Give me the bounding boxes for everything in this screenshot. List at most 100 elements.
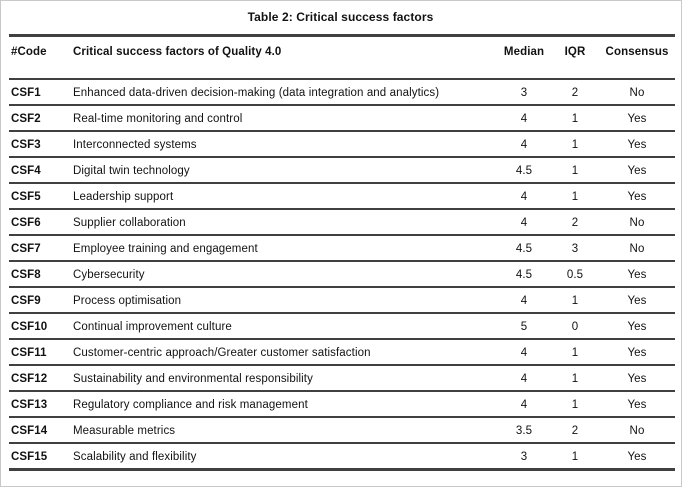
row-median-cell: 4.5 (497, 157, 551, 184)
header-row: #Code Critical success factors of Qualit… (9, 35, 675, 80)
row-iqr-cell: 0.5 (551, 261, 599, 288)
row-code-cell: CSF7 (9, 235, 71, 262)
factor-text: Regulatory compliance and risk managemen… (73, 399, 308, 411)
row-factor-cell: Process optimisation (71, 287, 497, 314)
row-iqr-cell: 2 (551, 209, 599, 236)
row-consensus-cell: No (599, 417, 675, 444)
row-consensus-cell: Yes (627, 451, 647, 463)
row-iqr-cell: 0 (551, 313, 599, 340)
row-code-cell: CSF10 (9, 313, 71, 340)
table-row: CSF14 Measurable metrics 3.5 2 No (9, 417, 675, 444)
row-code-cell: CSF15 (11, 451, 48, 463)
row-consensus-cell: Yes (599, 391, 675, 418)
row-iqr-cell: 1 (551, 287, 599, 314)
row-consensus-cell: Yes (599, 261, 675, 288)
factor-text: Digital twin technology (73, 165, 190, 177)
row-consensus-cell: No (599, 209, 675, 236)
row-consensus-cell: Yes (599, 157, 675, 184)
row-iqr-cell: 1 (551, 157, 599, 184)
table-row: CSF9 Process optimisation 4 1 Yes (9, 287, 675, 314)
row-factor-cell: Enhanced data-driven decision-making (da… (71, 79, 497, 106)
row-factor-cell: Digital twin technology (71, 157, 497, 184)
row-iqr-cell: 2 (551, 417, 599, 444)
table-row: CSF10 Continual improvement culture 5 0 Yes (9, 313, 675, 340)
table-row: CSF5 Leadership support 4 1 Yes (9, 183, 675, 210)
row-median-cell: 3.5 (497, 417, 551, 444)
row-median-cell: 4 (497, 339, 551, 366)
row-factor-cell: Sustainability and environmental respons… (71, 365, 497, 392)
row-iqr-cell: 1 (551, 391, 599, 418)
row-code-cell: CSF12 (9, 365, 71, 392)
table-row: CSF1 Enhanced data-driven decision-making… (9, 79, 675, 106)
row-code-cell: CSF3 (9, 131, 71, 158)
row-code-cell: CSF9 (9, 287, 71, 314)
factor-text: Real-time monitoring and control (73, 113, 243, 125)
row-iqr-cell: 3 (551, 235, 599, 262)
row-factor-cell: Supplier collaboration (71, 209, 497, 236)
header-code: #Code (9, 35, 71, 80)
row-factor-cell: Continual improvement culture (71, 313, 497, 340)
row-iqr-cell: 1 (551, 105, 599, 132)
row-consensus-cell: Yes (599, 339, 675, 366)
table-caption: Table 2: Critical success factors (247, 10, 434, 24)
row-median-cell: 4 (497, 209, 551, 236)
row-median-cell: 3 (520, 451, 528, 463)
row-code-cell: CSF1 (9, 79, 71, 106)
factor-text: Leadership support (73, 191, 174, 203)
row-consensus-cell: No (599, 235, 675, 262)
row-factor-cell: Cybersecurity (71, 261, 497, 288)
row-iqr-cell: 1 (551, 183, 599, 210)
factor-text: Process optimisation (73, 295, 182, 307)
header-median: Median (497, 35, 551, 80)
critical-success-factors-table: #Code Critical success factors of Qualit… (9, 34, 675, 471)
row-median-cell: 4 (497, 287, 551, 314)
row-median-cell: 5 (497, 313, 551, 340)
header-iqr: IQR (551, 35, 599, 80)
row-factor-cell: Leadership support (71, 183, 497, 210)
row-consensus-cell: Yes (599, 105, 675, 132)
row-median-cell: 4 (497, 391, 551, 418)
row-consensus-cell: Yes (599, 313, 675, 340)
row-factor-cell: Measurable metrics (71, 417, 497, 444)
row-iqr-cell: 1 (551, 339, 599, 366)
row-code-cell: CSF2 (9, 105, 71, 132)
header-factor: Critical success factors of Quality 4.0 (71, 35, 497, 80)
row-code-cell: CSF4 (9, 157, 71, 184)
factor-text: Customer-centric approach/Greater custom… (73, 347, 371, 359)
row-code-cell: CSF8 (9, 261, 71, 288)
table-row: CSF13 Regulatory compliance and risk mana… (9, 391, 675, 418)
row-code-cell: CSF14 (9, 417, 71, 444)
factor-text: Supplier collaboration (73, 217, 186, 229)
row-code-cell: CSF13 (9, 391, 71, 418)
row-iqr-cell: 1 (571, 451, 579, 463)
row-factor-cell: Interconnected systems (71, 131, 497, 158)
table-row: CSF6 Supplier collaboration 4 2 No (9, 209, 675, 236)
row-consensus-cell: No (599, 79, 675, 106)
row-code-cell: CSF6 (9, 209, 71, 236)
row-median-cell: 4.5 (497, 261, 551, 288)
row-factor-cell: Scalability and flexibility (71, 443, 497, 470)
row-median-cell: 3 (497, 79, 551, 106)
factor-text: Sustainability and environmental respons… (73, 373, 313, 385)
row-iqr-cell: 1 (551, 365, 599, 392)
table-row: CSF7 Employee training and engagement 4.5 3… (9, 235, 675, 262)
factor-text: Cybersecurity (73, 269, 145, 281)
row-median-cell: 4 (497, 365, 551, 392)
factor-text: Measurable metrics (73, 425, 176, 437)
row-median-cell: 4 (497, 183, 551, 210)
table-row: CSF11 Customer-centric approach/Greater c… (9, 339, 675, 366)
row-code-cell: CSF11 (9, 339, 71, 366)
factor-text: Interconnected systems (73, 139, 197, 151)
row-factor-cell: Customer-centric approach/Greater custom… (71, 339, 497, 366)
row-iqr-cell: 1 (551, 131, 599, 158)
row-consensus-cell: Yes (599, 131, 675, 158)
row-code-cell: CSF5 (9, 183, 71, 210)
header-consensus: Consensus (599, 35, 675, 80)
table-row: CSF15 Scalability and flexibility 3 1 Yes (9, 443, 675, 470)
factor-text: Employee training and engagement (73, 243, 258, 255)
row-factor-cell: Regulatory compliance and risk managemen… (71, 391, 497, 418)
row-median-cell: 4 (497, 105, 551, 132)
row-median-cell: 4.5 (497, 235, 551, 262)
table-row: CSF12 Sustainability and environmental re… (9, 365, 675, 392)
